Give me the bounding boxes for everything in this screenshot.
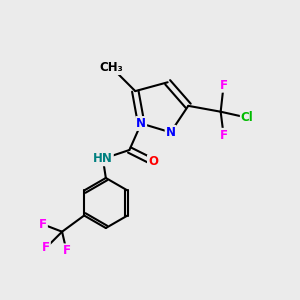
Text: N: N <box>166 126 176 139</box>
Text: N: N <box>136 117 146 130</box>
Text: F: F <box>39 218 47 231</box>
Text: HN: HN <box>93 152 113 165</box>
Text: F: F <box>220 129 228 142</box>
Text: F: F <box>42 242 50 254</box>
Text: O: O <box>148 155 158 168</box>
Text: F: F <box>220 79 228 92</box>
Text: Cl: Cl <box>241 111 253 124</box>
Text: CH₃: CH₃ <box>100 61 124 74</box>
Text: F: F <box>62 244 70 257</box>
